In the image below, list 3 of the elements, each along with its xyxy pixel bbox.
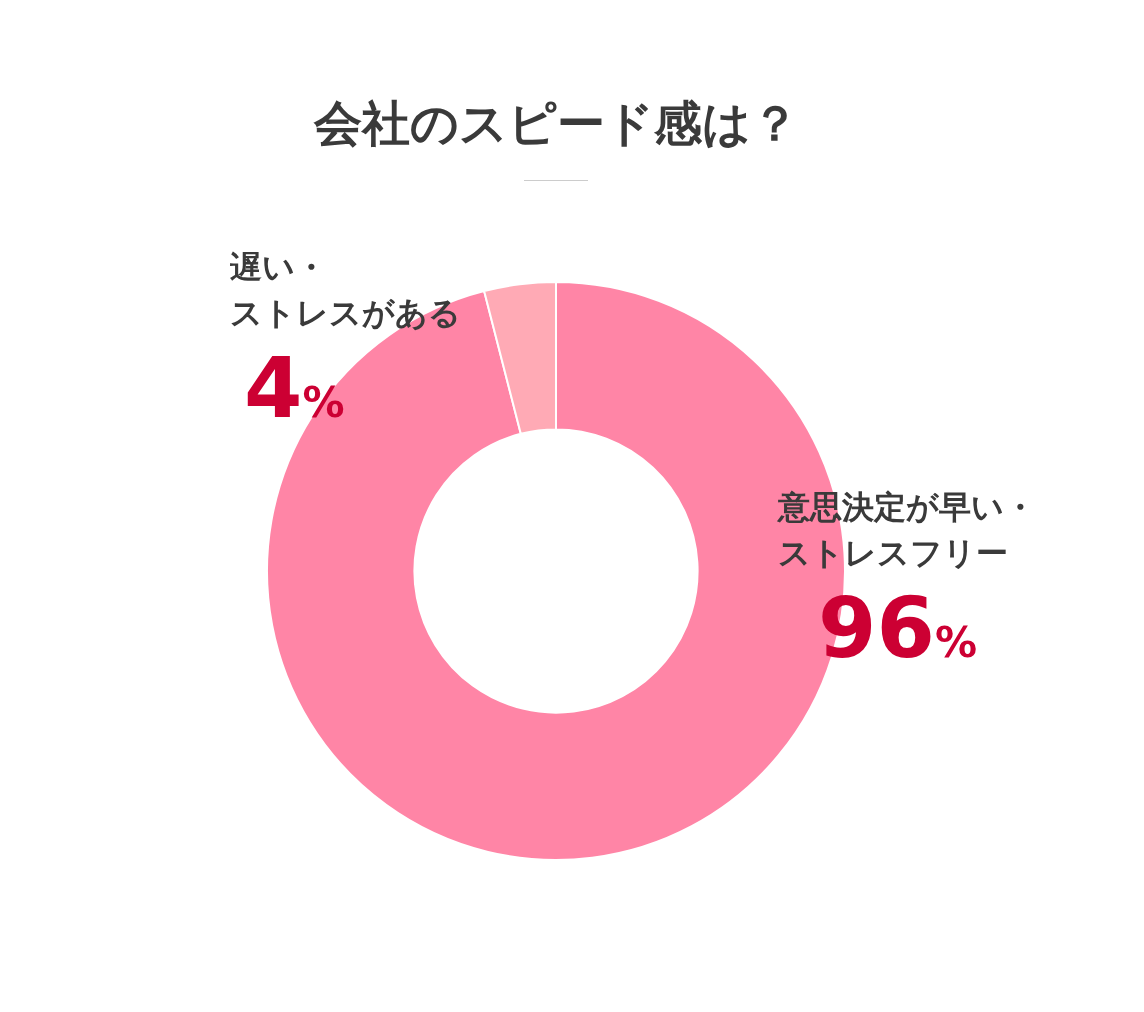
chart-title: 会社のスピード感は？ [312, 94, 800, 153]
data-label: 96% [818, 579, 977, 677]
slice-label: 遅い・ストレスがある [230, 247, 461, 334]
